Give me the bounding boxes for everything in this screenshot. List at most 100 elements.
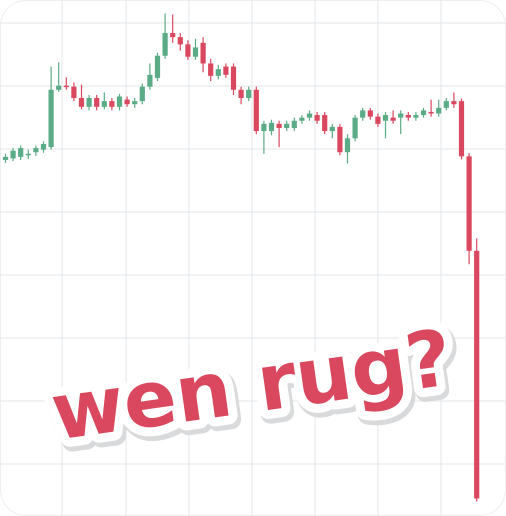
candle bbox=[124, 96, 130, 107]
candle-body bbox=[375, 116, 381, 124]
candle bbox=[443, 98, 449, 111]
candle bbox=[170, 14, 176, 43]
candle-body bbox=[154, 55, 161, 78]
candle-body bbox=[132, 101, 138, 105]
candle bbox=[382, 111, 389, 139]
candle-body bbox=[177, 37, 183, 45]
candle bbox=[223, 63, 229, 78]
candle-body bbox=[10, 150, 16, 159]
candle-body bbox=[230, 66, 237, 90]
candle bbox=[299, 115, 305, 124]
candle bbox=[101, 92, 107, 110]
candle-body bbox=[413, 115, 419, 118]
candle-body bbox=[443, 101, 449, 108]
candle-body bbox=[48, 89, 54, 148]
candle bbox=[253, 86, 259, 135]
candle bbox=[185, 40, 191, 60]
candle bbox=[284, 120, 290, 132]
candle-body bbox=[420, 110, 427, 116]
candle-body bbox=[94, 98, 100, 107]
candle bbox=[94, 94, 100, 111]
candle-body bbox=[253, 89, 259, 132]
candle bbox=[208, 58, 214, 82]
candle-body bbox=[246, 89, 252, 99]
candle-body bbox=[291, 120, 297, 128]
candle-body bbox=[200, 42, 206, 64]
candle bbox=[2, 153, 9, 164]
candle bbox=[322, 111, 328, 135]
candle bbox=[390, 110, 396, 124]
candle-body bbox=[337, 126, 343, 153]
candle bbox=[10, 148, 16, 161]
candle bbox=[329, 123, 335, 139]
candle bbox=[154, 52, 161, 82]
candle bbox=[48, 66, 54, 150]
candle-body bbox=[474, 250, 480, 499]
candle-body bbox=[63, 85, 69, 88]
candle bbox=[474, 238, 480, 502]
candle bbox=[192, 38, 199, 60]
candle-body bbox=[276, 123, 282, 128]
candle-body bbox=[367, 110, 373, 117]
candle bbox=[466, 153, 472, 265]
candle-body bbox=[147, 74, 153, 87]
candle bbox=[276, 120, 282, 148]
candle-body bbox=[398, 113, 404, 118]
candle-body bbox=[238, 89, 244, 99]
candle-body bbox=[40, 143, 47, 150]
candle bbox=[56, 62, 62, 92]
candle-body bbox=[458, 101, 465, 157]
candle-body bbox=[33, 148, 39, 153]
candle bbox=[147, 63, 153, 90]
candle-body bbox=[170, 33, 176, 38]
candle bbox=[360, 107, 366, 121]
candle bbox=[337, 123, 343, 156]
candle-body bbox=[86, 98, 92, 107]
candle-body bbox=[71, 86, 77, 99]
candle bbox=[375, 113, 381, 127]
candle bbox=[398, 110, 404, 135]
candle-body bbox=[124, 99, 130, 105]
candle bbox=[71, 82, 77, 102]
candle-body bbox=[306, 113, 313, 118]
candle bbox=[420, 107, 427, 118]
candle bbox=[344, 134, 351, 164]
candle-body bbox=[314, 115, 320, 121]
candle bbox=[314, 111, 320, 124]
candle-body bbox=[208, 63, 214, 76]
candle-body bbox=[466, 156, 472, 251]
candle-body bbox=[56, 85, 62, 90]
candle-series bbox=[2, 13, 480, 502]
candle bbox=[18, 145, 24, 160]
candle-body bbox=[451, 101, 457, 105]
candle bbox=[63, 77, 69, 90]
candle bbox=[451, 92, 457, 108]
candle-body bbox=[322, 115, 328, 132]
candle bbox=[428, 99, 434, 117]
candle-body bbox=[223, 66, 229, 75]
candle-body bbox=[139, 86, 145, 102]
candle bbox=[458, 98, 465, 160]
candle bbox=[436, 99, 442, 117]
candle-body bbox=[284, 123, 290, 128]
candle bbox=[139, 83, 145, 105]
candle-body bbox=[329, 126, 335, 132]
candle bbox=[78, 84, 85, 110]
candle-body bbox=[25, 153, 31, 156]
candle-body bbox=[390, 117, 396, 121]
candle bbox=[40, 141, 47, 153]
candle-body bbox=[162, 33, 168, 56]
candle bbox=[246, 86, 252, 102]
candle-body bbox=[261, 123, 267, 132]
candle bbox=[162, 13, 168, 59]
candle bbox=[238, 86, 244, 105]
candle-body bbox=[436, 107, 442, 114]
candle-body bbox=[360, 110, 366, 118]
candle-body bbox=[405, 115, 411, 118]
candle bbox=[33, 145, 39, 156]
candle bbox=[367, 107, 373, 120]
candle bbox=[405, 111, 411, 121]
candle-body bbox=[382, 115, 389, 121]
candle-body bbox=[215, 69, 221, 76]
